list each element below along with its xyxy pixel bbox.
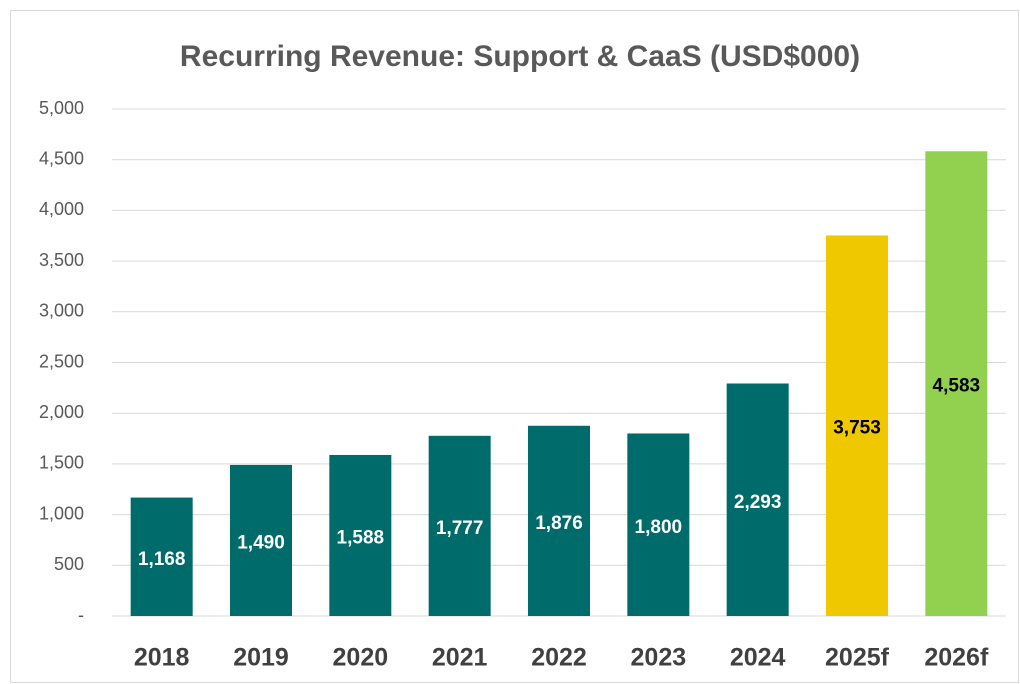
x-tick-label: 2018 [134, 644, 190, 672]
y-tick-label: 2,000 [39, 402, 84, 422]
y-tick-label: 3,000 [39, 301, 84, 321]
bar [230, 464, 292, 616]
bar [925, 151, 988, 616]
x-tick-label: 2022 [531, 644, 587, 672]
bar [130, 497, 193, 616]
bar [826, 235, 888, 616]
value-label: 3,753 [833, 418, 881, 439]
y-tick-label: 5,000 [39, 98, 84, 118]
x-tick-label: 2023 [631, 644, 687, 672]
value-label: 4,583 [933, 376, 981, 397]
bar [627, 433, 690, 616]
bar [528, 425, 590, 616]
x-tick-label: 2024 [730, 644, 786, 672]
x-tick-label: 2019 [233, 644, 289, 672]
value-label: 1,777 [436, 518, 484, 539]
x-tick-label: 2021 [432, 644, 488, 672]
y-tick-label: - [78, 605, 84, 625]
y-tick-label: 4,500 [39, 148, 84, 168]
value-label: 2,293 [734, 492, 782, 513]
chart-title: Recurring Revenue: Support & CaaS (USD$0… [180, 40, 860, 73]
value-label: 1,876 [535, 513, 583, 534]
y-tick-label: 2,500 [39, 351, 84, 371]
bar [726, 383, 789, 616]
x-tick-label: 2026f [924, 644, 989, 672]
bar [428, 435, 491, 616]
y-tick-label: 500 [54, 554, 84, 574]
x-tick-label: 2020 [333, 644, 389, 672]
value-label: 1,588 [337, 528, 385, 549]
y-tick-label: 3,500 [39, 250, 84, 270]
y-tick-label: 1,500 [39, 453, 84, 473]
value-label: 1,800 [635, 517, 683, 538]
x-tick-label: 2025f [825, 644, 890, 672]
y-tick-label: 1,000 [39, 503, 84, 523]
value-label: 1,168 [138, 549, 186, 570]
value-label: 1,490 [237, 532, 285, 553]
bar [329, 454, 392, 616]
y-tick-label: 4,000 [39, 199, 84, 219]
